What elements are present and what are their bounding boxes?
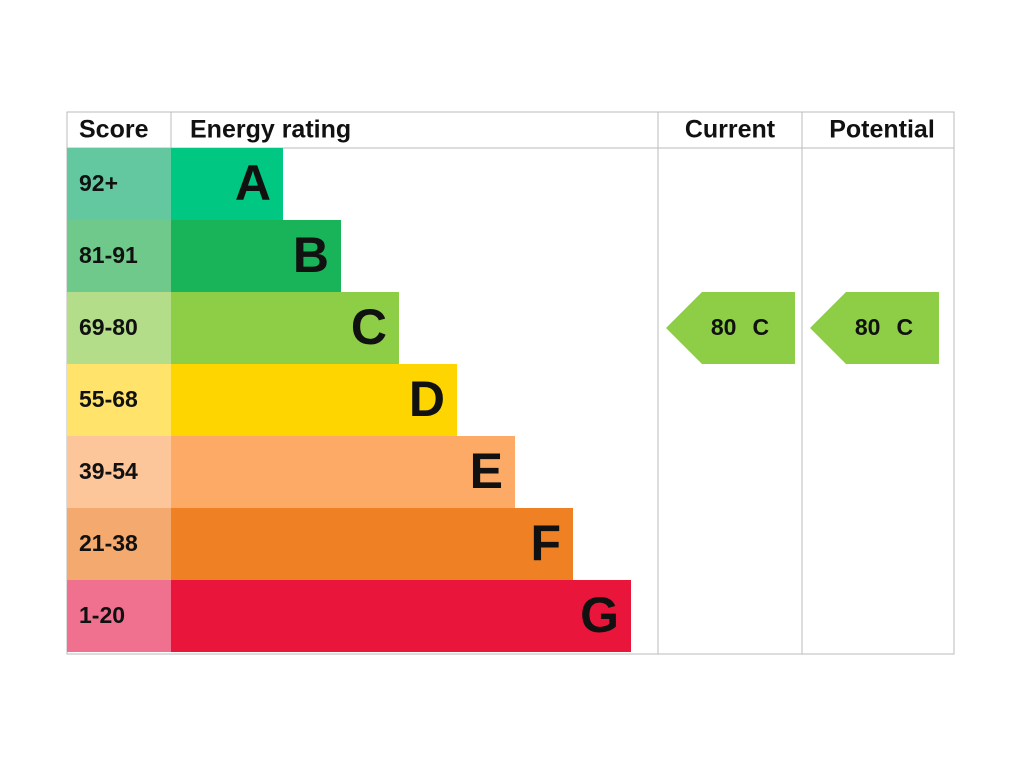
rating-bar xyxy=(171,508,573,580)
score-range: 21-38 xyxy=(79,530,138,556)
rating-bar xyxy=(171,436,515,508)
band-letter: G xyxy=(580,587,619,643)
score-range: 69-80 xyxy=(79,314,138,340)
rating-bar xyxy=(171,364,457,436)
rating-bar xyxy=(171,220,341,292)
score-range: 81-91 xyxy=(79,242,138,268)
header-potential: Potential xyxy=(829,116,935,144)
score-range: 92+ xyxy=(79,170,118,196)
band-letter: C xyxy=(351,299,387,355)
score-cell xyxy=(67,220,171,292)
score-cell xyxy=(67,364,171,436)
rating-bar xyxy=(171,580,631,652)
score-range: 39-54 xyxy=(79,458,138,484)
potential-score: 80 xyxy=(855,314,881,340)
header-score: Score xyxy=(79,116,149,144)
potential-band: C xyxy=(896,314,913,340)
header-rating: Energy rating xyxy=(190,116,351,144)
current-arrow xyxy=(666,292,795,364)
score-range: 55-68 xyxy=(79,386,138,412)
score-cell xyxy=(67,292,171,364)
band-letter: A xyxy=(235,155,271,211)
band-letter: F xyxy=(530,515,561,571)
band-letter: E xyxy=(470,443,503,499)
band-letter: D xyxy=(409,371,445,427)
current-label: 80 C xyxy=(711,314,769,340)
header-current: Current xyxy=(685,116,776,144)
rating-bar xyxy=(171,148,283,220)
score-cell xyxy=(67,148,171,220)
band-letter: B xyxy=(293,227,329,283)
score-range: 1-20 xyxy=(79,602,125,628)
score-cell xyxy=(67,436,171,508)
current-score: 80 xyxy=(711,314,737,340)
current-band: C xyxy=(752,314,769,340)
potential-label: 80 C xyxy=(855,314,913,340)
rating-bar xyxy=(171,292,399,364)
score-cell xyxy=(67,580,171,652)
score-cell xyxy=(67,508,171,580)
potential-arrow xyxy=(810,292,939,364)
